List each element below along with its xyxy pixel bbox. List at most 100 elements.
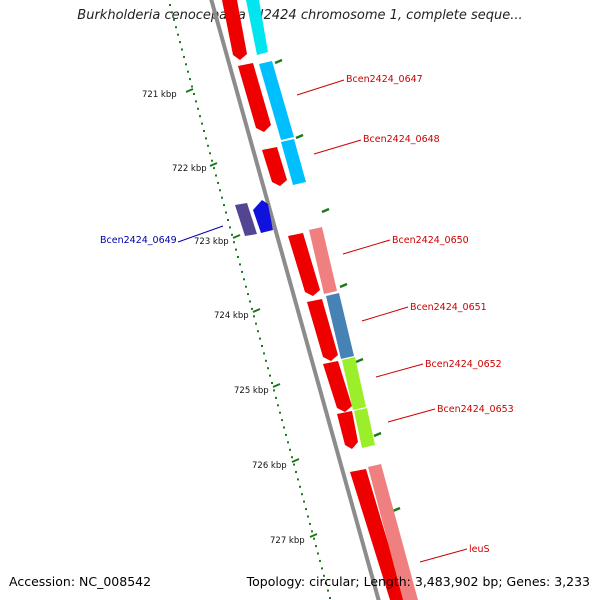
scale-dot	[223, 204, 225, 207]
scale-dot	[261, 345, 263, 347]
scale-dot	[205, 137, 207, 140]
scale-dot	[277, 404, 279, 407]
scale-dot	[251, 307, 253, 310]
scale-dot	[227, 219, 229, 221]
scale-dot	[315, 545, 317, 548]
gene-Bcen2424_0651-box[interactable]	[326, 293, 354, 359]
gene-label-Bcen2424_0650[interactable]: Bcen2424_0650	[392, 235, 469, 246]
scale-dot	[273, 389, 275, 392]
gene-label-Bcen2424_0648[interactable]: Bcen2424_0648	[363, 134, 440, 145]
scale-dot	[259, 337, 261, 340]
gene-Bcen2424_0652-box[interactable]	[342, 357, 366, 410]
kbp-label-724: 724 kbp	[214, 311, 249, 321]
genome-summary-text: Topology: circular; Length: 3,483,902 bp…	[246, 574, 590, 589]
scale-dot	[235, 248, 237, 251]
kbp-label-726: 726 kbp	[252, 461, 287, 471]
scale-dot	[217, 181, 219, 184]
gene-red-5[interactable]	[307, 299, 338, 361]
forward-strand-genes	[222, 0, 405, 600]
gene-red-1[interactable]	[222, 0, 247, 60]
gene-Bcen2424_0649[interactable]	[235, 200, 273, 236]
scale-dot	[171, 11, 173, 14]
scale-dot	[329, 597, 331, 599]
gene-red-7[interactable]	[337, 411, 358, 449]
scale-dot	[295, 471, 297, 473]
scale-dot	[265, 359, 267, 362]
gene-red-8[interactable]	[350, 469, 405, 600]
kbp-label-723: 723 kbp	[194, 237, 229, 247]
gene-red-3[interactable]	[262, 147, 287, 186]
scale-dot	[201, 122, 203, 125]
gene-label-Bcen2424_0647[interactable]: Bcen2424_0647	[346, 74, 423, 85]
gene-Bcen2424_0650-box[interactable]	[309, 227, 337, 294]
scale-dot	[309, 522, 311, 525]
gene-leuS-box[interactable]	[368, 464, 418, 600]
gene-Bcen2424_0653-box[interactable]	[354, 408, 375, 448]
tick-723	[232, 234, 241, 239]
scale-dot	[177, 33, 179, 36]
gene-Bcen2424_0646-box[interactable]	[246, 0, 268, 55]
tick-722	[209, 162, 218, 167]
scale-dot	[197, 107, 199, 110]
scale-dot	[207, 144, 209, 147]
scale-dot	[321, 567, 323, 570]
scale-dot	[193, 93, 195, 95]
map-title: Burkholderia cenocepacia HI2424 chromoso…	[77, 8, 523, 23]
scale-dot	[269, 374, 271, 377]
scale-dot	[305, 508, 307, 511]
scale-dot	[313, 537, 315, 540]
scale-dot	[221, 196, 223, 199]
scale-dot	[285, 433, 287, 436]
scale-dot	[247, 293, 249, 296]
label-leader-lines	[177, 79, 468, 563]
scale-dot	[233, 241, 235, 244]
tick-721	[185, 88, 194, 93]
scale-dot	[229, 226, 231, 229]
scale-dot	[311, 530, 313, 533]
scale-dot	[185, 63, 187, 66]
scale-dot	[225, 211, 227, 214]
scale-dot	[173, 18, 175, 21]
gene-label-Bcen2424_0653[interactable]: Bcen2424_0653	[437, 404, 514, 415]
scale-dot	[283, 426, 285, 429]
scale-dot	[255, 322, 257, 325]
scale-dot	[307, 515, 309, 518]
scale-dot	[199, 115, 201, 118]
kbp-label-721: 721 kbp	[142, 90, 177, 100]
scale-dot	[287, 441, 289, 444]
scale-dot	[263, 352, 265, 355]
scale-dot	[289, 448, 291, 451]
scale-dot	[299, 485, 301, 488]
scale-dotted-line	[169, 4, 331, 599]
tick-725	[272, 383, 281, 388]
scale-dot	[241, 270, 243, 273]
scale-dot	[231, 233, 233, 236]
scale-dot	[293, 463, 295, 466]
scale-dot	[215, 174, 217, 177]
gene-red-6[interactable]	[323, 361, 352, 412]
scale-dot	[209, 152, 211, 155]
gene-label-leuS[interactable]: leuS	[469, 544, 490, 555]
tick-724	[252, 308, 261, 313]
scale-dot	[249, 300, 251, 303]
scale-dot	[239, 263, 241, 266]
scale-dot	[211, 159, 213, 162]
scale-dot	[257, 330, 259, 333]
scale-dot	[183, 55, 185, 58]
scale-dot	[237, 256, 239, 258]
scale-dot	[191, 85, 193, 88]
scale-dot	[319, 559, 321, 562]
gene-label-Bcen2424_0649[interactable]: Bcen2424_0649	[100, 235, 177, 246]
gene-red-2[interactable]	[238, 63, 271, 132]
gene-Bcen2424_0648-box[interactable]	[281, 139, 306, 185]
gene-label-Bcen2424_0651[interactable]: Bcen2424_0651	[410, 302, 487, 313]
scale-dot	[281, 419, 283, 422]
gene-red-4[interactable]	[288, 233, 320, 296]
scale-dot	[243, 278, 245, 281]
scale-dot	[169, 4, 171, 6]
gene-label-Bcen2424_0652[interactable]: Bcen2424_0652	[425, 359, 502, 370]
scale-dot	[203, 130, 205, 132]
gene-Bcen2424_0647-box[interactable]	[259, 61, 294, 140]
